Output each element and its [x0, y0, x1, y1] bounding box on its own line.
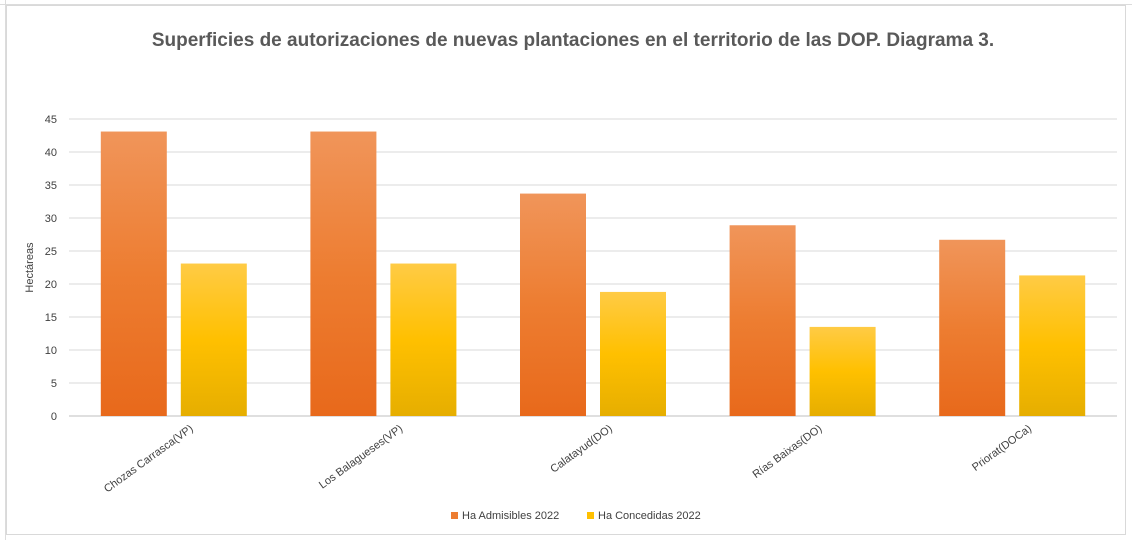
y-tick-labels: 0 5 10 15 20 25 30 35 40 45 [45, 114, 57, 423]
y-axis-label: Hectáreas [24, 242, 36, 293]
bar-admisibles[interactable] [310, 131, 377, 416]
chart-title: Superficies de autorizaciones de nuevas … [152, 30, 994, 51]
x-tick-labels: Chozas Carrasca(VP) Los Balagueses(VP) Cal… [102, 423, 1034, 496]
chart-area[interactable]: Superficies de autorizaciones de nuevas … [6, 5, 1126, 535]
y-tick-label: 40 [45, 147, 57, 159]
bars [100, 131, 1086, 416]
legend-swatch [587, 512, 594, 519]
x-tick-label: Rías Baixas(DO) [751, 423, 825, 481]
y-tick-label: 0 [51, 411, 57, 423]
y-tick-label: 5 [51, 378, 57, 390]
legend-entry[interactable]: Ha Concedidas 2022 [598, 510, 701, 522]
legend-swatch [451, 512, 458, 519]
x-tick-label: Priorat(DOCa) [970, 423, 1034, 474]
bar-admisibles[interactable] [520, 193, 586, 416]
y-tick-label: 10 [45, 345, 57, 357]
legend-entry[interactable]: Ha Admisibles 2022 [462, 510, 559, 522]
y-tick-label: 30 [45, 213, 57, 225]
y-tick-label: 35 [45, 180, 57, 192]
bar-chart: Superficies de autorizaciones de nuevas … [24, 30, 1117, 522]
bar-concedidas[interactable] [600, 291, 666, 416]
bar-concedidas[interactable] [1019, 275, 1086, 416]
y-tick-label: 45 [45, 114, 57, 126]
bar-admisibles[interactable] [100, 131, 167, 416]
bar-concedidas[interactable] [180, 263, 247, 416]
y-tick-label: 25 [45, 246, 57, 258]
sheet-left-edge [0, 0, 6, 540]
bar-concedidas[interactable] [809, 326, 876, 416]
x-tick-label: Calatayud(DO) [548, 423, 614, 476]
y-tick-label: 15 [45, 312, 57, 324]
bar-admisibles[interactable] [939, 239, 1006, 416]
sheet-top-edge [0, 0, 1132, 5]
x-tick-label: Los Balagueses(VP) [317, 423, 405, 492]
bar-concedidas[interactable] [390, 263, 457, 416]
x-tick-label: Chozas Carrasca(VP) [102, 423, 196, 496]
bar-admisibles[interactable] [729, 225, 796, 416]
y-tick-label: 20 [45, 279, 57, 291]
legend[interactable]: Ha Admisibles 2022 Ha Concedidas 2022 [451, 510, 701, 522]
